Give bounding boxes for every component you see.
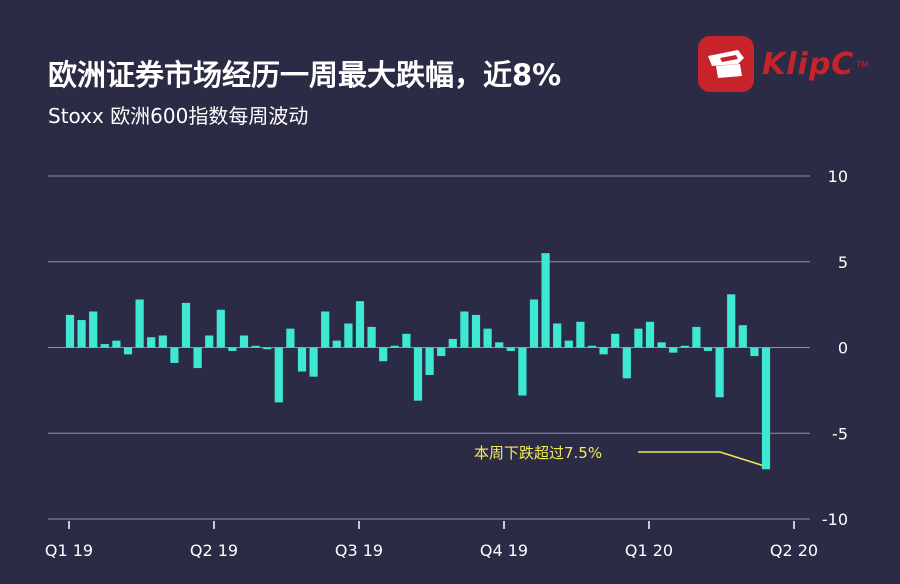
bar (564, 340, 573, 348)
bar (123, 347, 133, 355)
bar (309, 347, 318, 377)
grid-layer: 10 5 0 -5 -10 (48, 167, 848, 529)
chart-subtitle: Stoxx 欧洲600指数每周波动 (48, 104, 309, 128)
y-tick-label: 0 (838, 339, 848, 358)
x-tick-label: Q2 20 (770, 541, 818, 560)
bar (402, 333, 411, 348)
y-tick-label: -5 (832, 424, 848, 443)
klipc-logo-icon (698, 36, 754, 92)
bar (715, 347, 724, 398)
bar (483, 328, 492, 348)
y-tick-label: 5 (838, 253, 848, 272)
logo-trademark: TM (856, 59, 869, 69)
annotation-label: 本周下跌超过7.5% (474, 444, 602, 462)
logo-wordmark: KlipC (762, 46, 855, 82)
bar (761, 347, 771, 470)
bar (622, 347, 631, 379)
bar (390, 345, 399, 348)
bar (158, 335, 167, 348)
bar (379, 347, 388, 362)
bar (170, 347, 179, 363)
bar (692, 326, 701, 348)
bar (297, 347, 307, 372)
bar (239, 335, 249, 348)
x-tick-label: Q1 20 (625, 541, 673, 560)
bar (471, 314, 481, 348)
brand-logo: KlipC TM (698, 36, 868, 92)
bar (355, 301, 365, 348)
annotation-leader-line (638, 451, 763, 467)
bar (332, 340, 341, 348)
bar-layer (65, 253, 771, 470)
bar (506, 347, 515, 351)
bar (460, 311, 469, 348)
bar (112, 340, 121, 348)
y-tick-label: 10 (828, 167, 848, 186)
x-tick-label: Q1 19 (45, 541, 93, 560)
bar (228, 347, 237, 351)
bar (286, 328, 295, 348)
bar (529, 299, 539, 348)
annotation-layer: 本周下跌超过7.5% (474, 444, 763, 467)
bar (77, 320, 86, 348)
bar (425, 347, 434, 375)
bar (518, 347, 527, 396)
bar (216, 309, 225, 348)
axis-layer: Q1 19 Q2 19 Q3 19 Q4 19 Q1 20 Q2 20 (45, 521, 818, 560)
x-tick-label: Q3 19 (335, 541, 383, 560)
bar (65, 314, 75, 348)
x-tick-label: Q2 19 (190, 541, 238, 560)
bar (251, 345, 260, 348)
bar (750, 347, 759, 357)
y-tick-label: -10 (822, 510, 848, 529)
bar (89, 311, 98, 348)
bar (321, 311, 330, 348)
bar (193, 347, 202, 369)
bar (100, 344, 109, 348)
bar (738, 325, 747, 348)
bar (541, 253, 550, 348)
chart-title: 欧洲证券市场经历一周最大跌幅，近8% (48, 58, 562, 92)
bar (495, 342, 504, 348)
bar (587, 345, 597, 348)
bar (669, 347, 678, 353)
bar (703, 347, 713, 351)
bar (263, 347, 272, 350)
bar (274, 347, 283, 403)
bar (634, 328, 643, 348)
bar (205, 335, 214, 348)
bar (611, 333, 620, 348)
bar (657, 342, 666, 348)
bar (135, 299, 144, 348)
bar (367, 326, 376, 348)
bar (680, 345, 689, 348)
bar (147, 337, 156, 348)
bar (645, 321, 655, 348)
bar (448, 338, 457, 348)
bar (599, 347, 608, 355)
klipc-badge-graphic (708, 50, 744, 78)
bar (727, 294, 736, 348)
bar (181, 302, 191, 348)
x-tick-label: Q4 19 (480, 541, 528, 560)
bar (576, 321, 585, 348)
bar (344, 323, 353, 348)
bar (437, 347, 446, 357)
bar (413, 347, 423, 401)
bar (553, 323, 562, 348)
